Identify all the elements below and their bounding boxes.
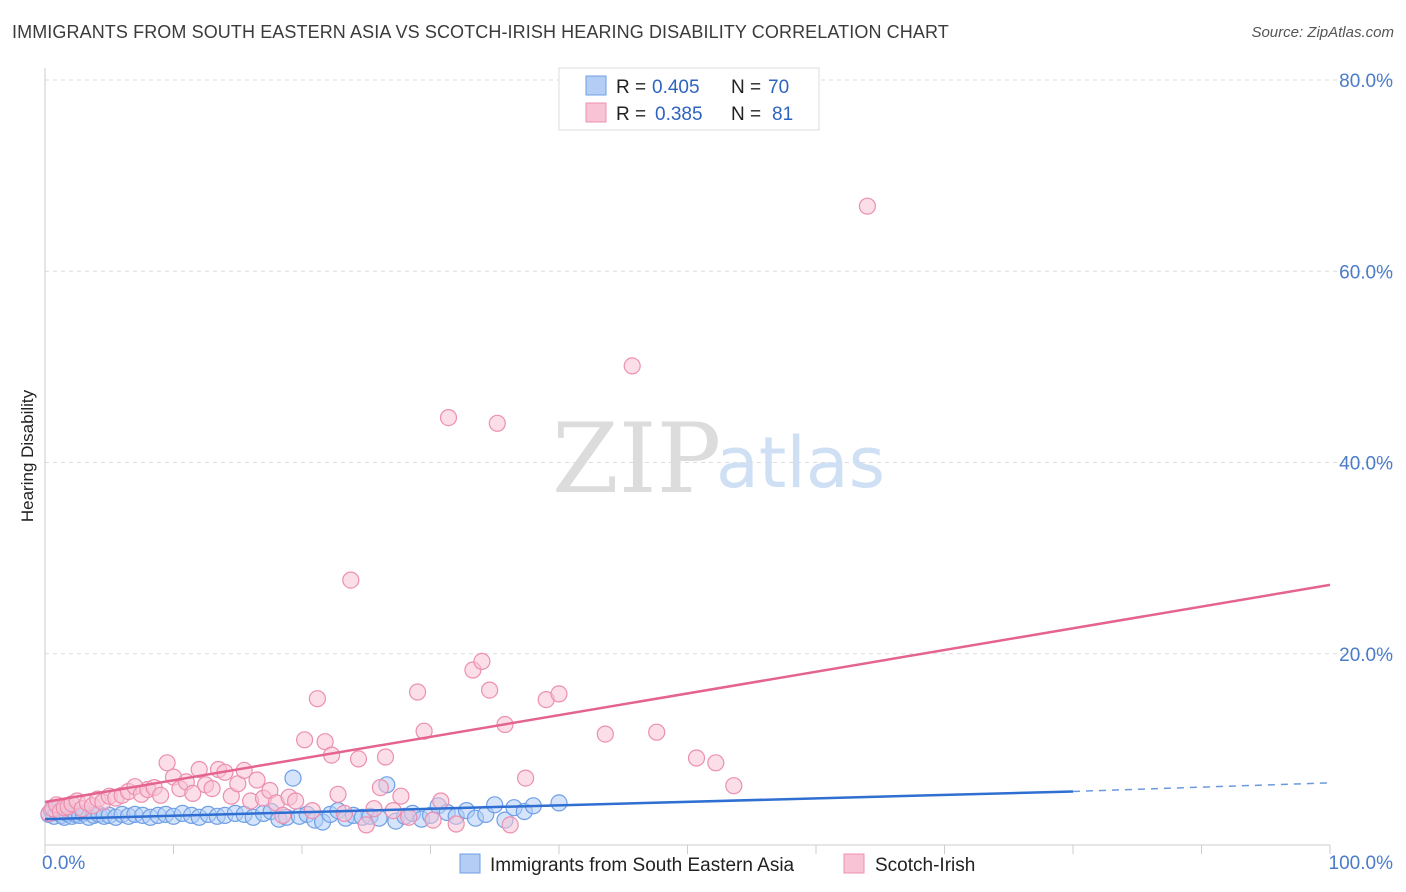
scotch-irish-point-63	[439, 409, 458, 427]
scotch-irish-point-68	[488, 414, 506, 432]
trend-lines	[44, 583, 1331, 821]
scotch-irish-point-58	[400, 808, 418, 826]
scotch-irish-point-48	[329, 785, 347, 803]
scotch-irish-point-79	[725, 777, 743, 795]
x-tick-label-0: 0.0%	[42, 853, 85, 874]
y-tick-labels: 20.0% 40.0% 60.0% 80.0%	[1339, 71, 1393, 666]
scotch-irish-point-22	[158, 754, 176, 772]
scotch-irish-point-52	[357, 816, 375, 834]
y-tick-label-2: 60.0%	[1339, 262, 1393, 283]
scotch-irish-point-42	[287, 792, 305, 810]
scotch-irish-point-62	[432, 792, 450, 810]
scotch-irish-point-64	[447, 815, 465, 833]
watermark-atlas: atlas	[716, 422, 885, 504]
legend-n-value-2: 81	[772, 104, 793, 125]
sea-trend-line	[44, 790, 1074, 821]
scotch-irish-trend-line	[44, 583, 1331, 804]
legend-n-label-2: N =	[731, 104, 761, 125]
legend-r-value-1: 0.405	[652, 77, 700, 98]
scotch-irish-point-77	[687, 749, 706, 767]
scotch-irish-point-55	[376, 748, 395, 766]
bottom-legend-label-blue: Immigrants from South Eastern Asia	[490, 855, 795, 876]
x-tick-labels: 0.0% 100.0%	[42, 853, 1393, 874]
scotch-irish-point-66	[473, 652, 491, 671]
y-tick-label-0: 20.0%	[1339, 645, 1393, 666]
legend-swatch-blue	[585, 75, 607, 96]
bottom-legend-swatch-blue	[459, 853, 481, 874]
y-axis-label: Hearing Disability	[18, 389, 37, 522]
legend: R = 0.405 N = 70 R = 0.385 N = 81	[558, 67, 820, 131]
chart-title: IMMIGRANTS FROM SOUTH EASTERN ASIA VS SC…	[12, 22, 949, 42]
data-points	[40, 197, 877, 834]
scotch-irish-point-74	[596, 725, 614, 743]
watermark: ZIP atlas	[552, 403, 885, 515]
scotch-irish-point-40	[274, 806, 292, 825]
scotch-irish-point-29	[203, 779, 221, 798]
sea-point-40	[284, 769, 302, 787]
source-credit: Source: ZipAtlas.com	[1251, 24, 1394, 41]
scotch-irish-point-70	[501, 816, 519, 834]
scotch-irish-point-51	[349, 750, 368, 768]
scotch-irish-point-26	[184, 784, 202, 803]
scotch-irish-point-21	[152, 786, 170, 804]
scotch-irish-point-36	[248, 771, 266, 789]
scotch-irish-point-27	[190, 760, 208, 779]
sea-trend-line-extension	[1072, 782, 1331, 793]
scotch-irish-point-71	[516, 769, 535, 787]
scotch-irish-point-50	[342, 571, 360, 589]
legend-n-label-1: N =	[731, 77, 761, 98]
scotch-irish-point-67	[481, 681, 499, 699]
legend-r-label-2: R =	[616, 104, 646, 125]
scotch-irish-point-59	[409, 683, 427, 701]
scotch-irish-point-80	[858, 197, 877, 215]
scotch-irish-point-73	[550, 685, 568, 703]
grid-lines	[45, 79, 1393, 655]
bottom-legend-swatch-pink	[843, 853, 865, 874]
y-tick-label-1: 40.0%	[1339, 454, 1393, 475]
legend-r-label-1: R =	[616, 77, 646, 98]
watermark-zip: ZIP	[552, 403, 721, 515]
sea-point-69	[550, 794, 568, 812]
sea-point-64	[486, 796, 504, 814]
scotch-irish-point-76	[648, 723, 666, 741]
scotch-irish-point-78	[707, 754, 725, 772]
scotch-irish-point-75	[623, 357, 641, 375]
scotch-irish-point-60	[415, 722, 433, 740]
scotch-irish-point-49	[335, 804, 353, 823]
bottom-legend-label-pink: Scotch-Irish	[875, 855, 975, 876]
scotch-irish-point-45	[308, 690, 326, 708]
y-tick-label-3: 80.0%	[1339, 71, 1393, 92]
scotch-irish-point-53	[365, 800, 383, 818]
legend-swatch-pink	[585, 102, 607, 123]
scotch-irish-point-57	[392, 787, 410, 805]
scotch-irish-point-43	[296, 731, 314, 749]
legend-r-value-2: 0.385	[655, 104, 703, 125]
x-tick-label-1: 100.0%	[1329, 853, 1394, 874]
axes	[44, 68, 1331, 854]
legend-n-value-1: 70	[768, 77, 789, 98]
scotch-irish-point-61	[424, 811, 442, 829]
bottom-legend: Immigrants from South Eastern Asia Scotc…	[459, 853, 975, 876]
scotch-irish-point-54	[371, 778, 389, 797]
